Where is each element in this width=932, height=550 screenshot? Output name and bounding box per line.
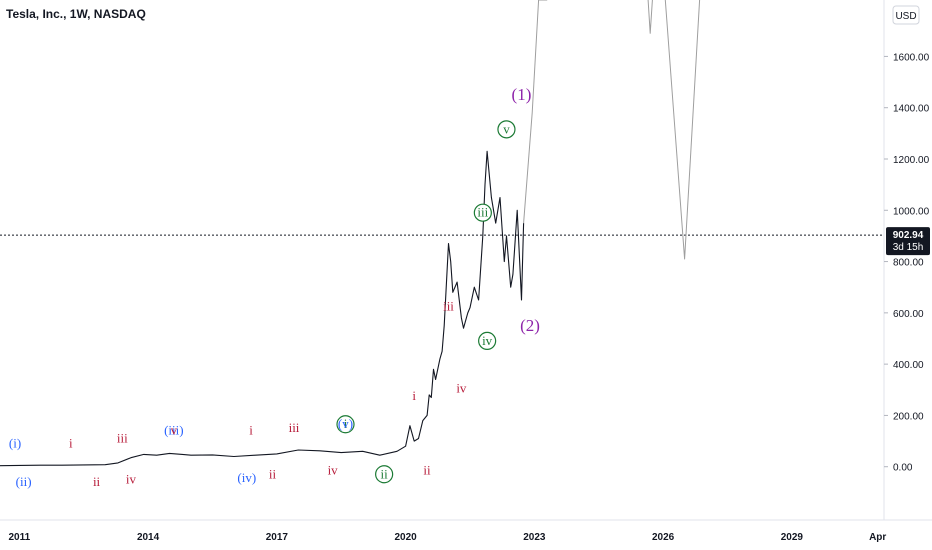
price-badge-countdown: 3d 15h <box>893 242 924 253</box>
price-badge-value: 902.94 <box>893 230 924 241</box>
wave-label-circle <box>336 415 355 434</box>
series-layer <box>0 0 701 467</box>
x-tick-label: 2011 <box>8 532 30 543</box>
wave-label: iii <box>443 298 454 313</box>
wave-label: (2) <box>520 316 540 335</box>
wave-label: v <box>503 121 510 136</box>
projection-line <box>523 0 548 224</box>
currency-button[interactable]: USD <box>892 5 920 25</box>
y-tick-label: 1600.00 <box>893 52 930 63</box>
wave-label: iv <box>328 462 339 477</box>
y-tick-label: 600.00 <box>893 309 924 320</box>
wave-label: ii <box>93 474 101 489</box>
x-tick-label: 2014 <box>137 532 160 543</box>
wave-label: iii <box>117 430 128 445</box>
wave-label: i <box>344 416 348 431</box>
y-tick-label: 800.00 <box>893 258 924 269</box>
wave-label: (ii) <box>16 474 32 489</box>
x-tick-label: 2023 <box>523 532 546 543</box>
x-tick-label: 2020 <box>394 532 417 543</box>
wave-label: (iv) <box>237 470 256 485</box>
price-axis: USD 0.00 200.00 400.00 600.00 800.00 1000.00 1… <box>883 0 930 520</box>
y-tick-label: 1400.00 <box>893 104 930 115</box>
x-tick-label: 2029 <box>781 532 804 543</box>
wave-label: iv <box>482 333 493 348</box>
x-tick-label: 2026 <box>652 532 675 543</box>
x-tick-label: Apr <box>869 532 886 543</box>
wave-label-circle <box>497 120 516 139</box>
current-price-badge: 902.94 3d 15h <box>886 227 930 256</box>
wave-label: ii <box>381 466 389 481</box>
time-axis: 2011 2014 2017 2020 2023 2026 2029 Apr <box>0 519 932 543</box>
y-tick-label: 1000.00 <box>893 206 930 217</box>
wave-label: (1) <box>512 85 532 104</box>
currency-button-frame <box>892 5 920 25</box>
x-tick-labels: 2011 2014 2017 2020 2023 2026 2029 Apr <box>8 532 886 543</box>
wave-label-circle <box>473 203 492 222</box>
y-tick-label: 200.00 <box>893 411 924 422</box>
currency-label: USD <box>895 11 916 22</box>
projection-line <box>647 0 653 34</box>
projection-line <box>664 0 701 260</box>
y-tick-label: 1200.00 <box>893 155 930 166</box>
wave-label: ii <box>423 462 431 477</box>
chart-header: Tesla, Inc., 1W, NASDAQ <box>6 7 146 21</box>
wave-label: iv <box>126 471 137 486</box>
wave-label: iv <box>456 380 467 395</box>
wave-label: i <box>69 435 73 450</box>
wave-label: (v) <box>338 416 353 431</box>
wave-label: (iii) <box>164 423 184 438</box>
wave-label: v <box>171 423 178 438</box>
wave-label: (i) <box>9 435 21 450</box>
wave-label: i <box>249 423 253 438</box>
price-badge-bg <box>886 227 930 256</box>
wave-label: i <box>412 388 416 403</box>
y-tick-labels: 0.00 200.00 400.00 600.00 800.00 1000.00 1200.… <box>884 52 930 474</box>
y-tick-label: 0.00 <box>893 463 913 474</box>
wave-label: ii <box>269 466 277 481</box>
y-tick-label: 400.00 <box>893 360 924 371</box>
wave-label: iii <box>477 205 488 220</box>
wave-label-circle <box>478 331 497 351</box>
chart-title: Tesla, Inc., 1W, NASDAQ <box>6 7 146 21</box>
x-tick-label: 2017 <box>266 532 289 543</box>
price-series-line <box>0 150 525 467</box>
wave-label: iii <box>289 420 300 435</box>
wave-label-circle <box>375 465 394 484</box>
